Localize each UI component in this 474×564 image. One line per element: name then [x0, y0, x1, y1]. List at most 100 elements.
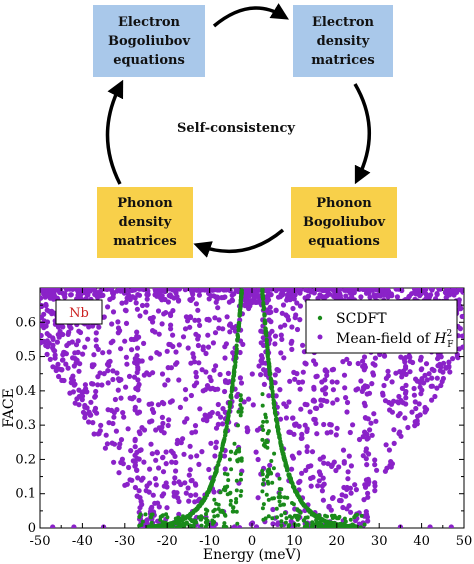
scdft-point	[260, 468, 265, 473]
meanfield-point	[333, 432, 339, 438]
meanfield-point	[139, 302, 146, 309]
meanfield-point	[134, 467, 140, 473]
scdft-point	[326, 525, 331, 528]
meanfield-point	[330, 495, 336, 501]
meanfield-point	[110, 338, 116, 344]
meanfield-point	[402, 359, 408, 365]
meanfield-point	[365, 518, 371, 524]
scdft-point	[239, 406, 244, 411]
meanfield-point	[215, 305, 221, 311]
meanfield-point	[150, 328, 156, 334]
meanfield-point	[163, 310, 169, 316]
scdft-point	[216, 462, 221, 467]
meanfield-point	[424, 377, 430, 383]
scdft-point	[290, 501, 294, 505]
self-consistency-label: Self-consistency	[177, 121, 295, 136]
meanfield-point	[200, 388, 206, 394]
meanfield-point	[88, 412, 94, 418]
meanfield-point	[165, 299, 171, 305]
scdft-point	[269, 383, 274, 388]
meanfield-point	[220, 406, 226, 412]
meanfield-point	[283, 403, 289, 409]
scdft-point	[236, 409, 241, 414]
meanfield-point	[320, 497, 326, 503]
meanfield-point	[330, 400, 336, 406]
meanfield-point	[297, 303, 303, 309]
meanfield-point	[305, 464, 311, 470]
meanfield-point	[348, 490, 354, 496]
scdft-point	[324, 522, 329, 527]
box-line: Phonon	[316, 196, 372, 211]
meanfield-point	[334, 292, 340, 298]
meanfield-point	[299, 379, 306, 385]
meanfield-point	[372, 488, 378, 494]
meanfield-point	[182, 480, 188, 486]
meanfield-point	[216, 325, 222, 331]
meanfield-point	[319, 488, 325, 494]
scdft-point	[238, 493, 243, 498]
meanfield-point	[200, 347, 206, 353]
scdft-point	[261, 477, 266, 482]
scdft-point	[273, 407, 277, 412]
meanfield-point	[197, 406, 203, 412]
meanfield-point	[193, 492, 199, 498]
meanfield-point	[221, 294, 227, 301]
meanfield-point	[123, 384, 129, 390]
meanfield-point	[311, 386, 317, 392]
meanfield-point	[134, 345, 141, 351]
meanfield-point	[196, 461, 202, 467]
meanfield-point	[226, 322, 233, 328]
meanfield-point	[358, 294, 364, 300]
meanfield-point	[50, 524, 56, 528]
meanfield-point	[294, 371, 300, 377]
meanfield-point	[270, 506, 276, 513]
meanfield-point	[95, 431, 101, 437]
legend-math-sub: F	[447, 340, 453, 350]
meanfield-point	[82, 382, 88, 388]
scdft-point	[239, 489, 244, 494]
scdft-point	[348, 517, 353, 522]
meanfield-point	[304, 428, 310, 434]
meanfield-point	[110, 291, 116, 297]
meanfield-point	[289, 338, 295, 344]
meanfield-point	[212, 330, 219, 336]
meanfield-point	[136, 488, 142, 494]
meanfield-point	[381, 382, 387, 389]
meanfield-point	[95, 382, 101, 388]
meanfield-point	[312, 416, 318, 423]
meanfield-point	[160, 420, 166, 426]
meanfield-point	[419, 376, 425, 382]
meanfield-point	[134, 353, 140, 359]
scdft-point	[275, 424, 280, 429]
meanfield-point	[161, 401, 167, 407]
meanfield-point	[73, 342, 80, 348]
box-line: Bogoliubov	[107, 33, 191, 49]
scdft-point	[234, 478, 239, 483]
meanfield-point	[147, 419, 153, 425]
meanfield-point	[321, 460, 327, 466]
phonon-density-box: Phonon density matrices	[97, 187, 193, 258]
scdft-point	[238, 403, 243, 407]
meanfield-point	[361, 386, 367, 392]
meanfield-point	[314, 373, 320, 379]
meanfield-point	[50, 342, 56, 348]
meanfield-point	[391, 440, 397, 446]
meanfield-point	[383, 375, 389, 381]
y-tick-label: 0.5	[15, 350, 36, 365]
meanfield-point	[258, 372, 264, 378]
meanfield-point	[105, 368, 111, 374]
meanfield-point	[155, 308, 162, 314]
meanfield-point	[364, 391, 370, 397]
meanfield-point	[418, 354, 424, 360]
meanfield-point	[193, 369, 199, 376]
legend-marker-meanfield	[317, 334, 323, 340]
meanfield-point	[115, 376, 122, 382]
meanfield-point	[347, 485, 353, 491]
meanfield-point	[382, 468, 388, 474]
meanfield-point	[458, 306, 464, 312]
meanfield-point	[287, 378, 293, 384]
meanfield-point	[70, 389, 76, 395]
meanfield-point	[221, 453, 228, 459]
meanfield-point	[459, 333, 464, 339]
meanfield-point	[158, 428, 164, 434]
